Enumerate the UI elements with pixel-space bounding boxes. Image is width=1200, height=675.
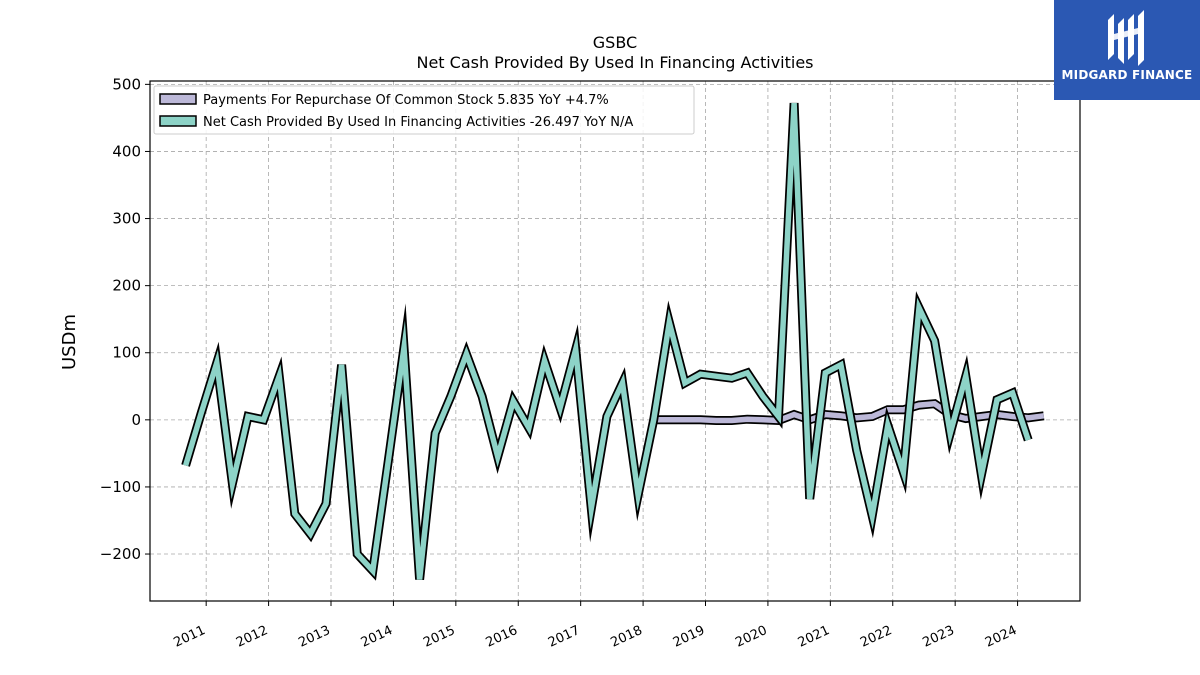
midgard-finance-logo: MIDGARD FINANCE <box>1054 0 1200 100</box>
x-tick-label: 2015 <box>421 623 457 651</box>
x-tick-label: 2011 <box>172 623 208 651</box>
logo-text: MIDGARD FINANCE <box>1061 68 1193 82</box>
y-tick-label: −100 <box>100 478 141 496</box>
x-tick-label: 2017 <box>546 623 582 651</box>
x-tick-label: 2018 <box>608 623 644 651</box>
plot-frame <box>149 80 1081 602</box>
y-tick-label: −200 <box>100 545 141 563</box>
series-line-financing <box>182 102 1031 580</box>
y-axis-label: USDm <box>59 314 80 370</box>
chart-title: GSBC <box>593 33 637 52</box>
legend-swatch-repurchase <box>159 93 197 105</box>
x-tick-label: 2013 <box>296 623 332 651</box>
chart-subtitle: Net Cash Provided By Used In Financing A… <box>416 53 813 72</box>
y-tick-label: 200 <box>112 277 141 295</box>
legend-label-repurchase: Payments For Repurchase Of Common Stock … <box>203 93 609 108</box>
legend-label-financing: Net Cash Provided By Used In Financing A… <box>203 115 633 130</box>
x-axis-ticks: 2011 2012 2013 2014 2015 2016 2017 2018 2019 2020… <box>172 601 1019 651</box>
x-tick-label: 2024 <box>983 623 1019 651</box>
legend-box <box>153 85 695 135</box>
x-tick-label: 2016 <box>484 623 520 651</box>
x-tick-label: 2014 <box>359 623 395 651</box>
y-tick-label: 400 <box>112 142 141 160</box>
x-tick-label: 2021 <box>796 623 832 651</box>
y-tick-label: 100 <box>112 344 141 362</box>
x-tick-label: 2019 <box>671 623 707 651</box>
x-tick-label: 2012 <box>234 623 270 651</box>
x-tick-label: 2020 <box>733 623 769 651</box>
y-tick-label: 500 <box>112 75 141 93</box>
midgard-logo-icon <box>1108 10 1144 66</box>
series-outline-financing <box>181 102 1033 581</box>
series-layer <box>181 102 1045 581</box>
x-tick-label: 2023 <box>921 623 957 651</box>
y-axis-ticks: 500 400 300 200 100 0 −100 −200 <box>100 75 150 563</box>
legend-swatch-financing <box>159 115 197 127</box>
x-tick-label: 2022 <box>858 623 894 651</box>
legend: Payments For Repurchase Of Common Stock … <box>153 85 695 135</box>
y-tick-label: 300 <box>112 210 141 228</box>
y-tick-label: 0 <box>131 411 141 429</box>
grid <box>150 81 1080 601</box>
